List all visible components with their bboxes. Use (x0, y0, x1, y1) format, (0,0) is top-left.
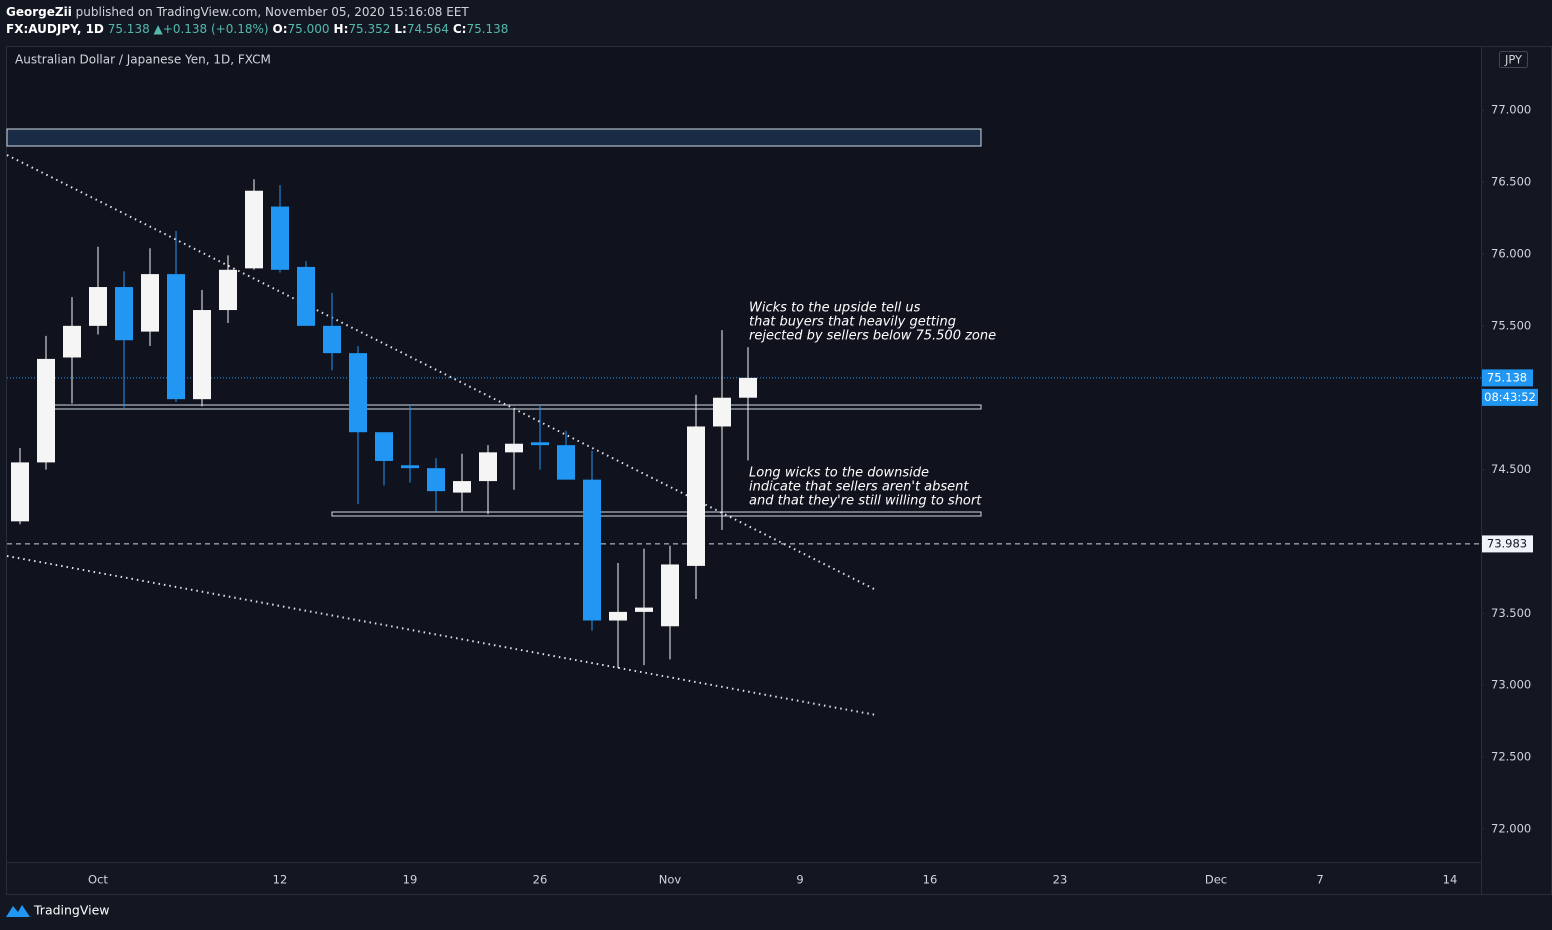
ohlc-value: 74.564 (407, 22, 449, 36)
candle-body (505, 443, 523, 453)
countdown-label: 08:43:52 (1484, 390, 1536, 404)
chart-title: Australian Dollar / Japanese Yen, 1D, FX… (15, 53, 271, 67)
ohlc-value: 75.000 (288, 22, 330, 36)
resistance-zone (6, 128, 982, 147)
ohlc-value: 75.352 (348, 22, 390, 36)
annotation: rejected by sellers below 75.500 zone (749, 329, 996, 344)
candle-body (609, 611, 627, 621)
x-tick-label: 26 (533, 873, 548, 887)
candle-body (349, 353, 367, 433)
candle-body (219, 269, 237, 311)
candle-body (739, 377, 757, 398)
header-line-1: GeorgeZii published on TradingView.com, … (6, 5, 469, 19)
x-tick-label: Nov (659, 873, 682, 887)
candle-body (63, 325, 81, 358)
up-arrow: ▲ (154, 22, 164, 36)
x-tick-label: 14 (1443, 873, 1458, 887)
candle-body (531, 442, 549, 446)
x-tick-label: 16 (923, 873, 938, 887)
y-tick-label: 76.500 (1491, 175, 1531, 189)
candle-body (427, 468, 445, 492)
x-tick-label: Oct (88, 873, 108, 887)
candle-body (453, 481, 471, 493)
published: published on TradingView.com, November 0… (76, 5, 470, 19)
tradingview-logo[interactable]: TradingView (6, 903, 110, 918)
logo-icon (6, 905, 30, 917)
x-tick-label: 23 (1053, 873, 1068, 887)
y-tick-label: 72.000 (1491, 821, 1531, 835)
candle-body (193, 310, 211, 400)
y-tick-label: 77.000 (1491, 103, 1531, 117)
brand: TradingView (33, 903, 110, 918)
y-tick-label: 73.500 (1491, 606, 1531, 620)
candle-body (271, 206, 289, 270)
candle-body (115, 287, 133, 341)
candle-body (635, 607, 653, 612)
annotation: Wicks to the upside tell us (749, 301, 921, 316)
countdown-box (1482, 388, 1538, 406)
candle-body (557, 445, 575, 480)
ohlc-label: L: (394, 22, 406, 36)
price-line-label: 73.983 (1487, 536, 1527, 550)
candle-body (583, 479, 601, 621)
y-tick-label: 75.500 (1491, 318, 1531, 332)
candle-body (11, 462, 29, 522)
ohlc-label: O: (273, 22, 288, 36)
x-tick-label: 19 (403, 873, 418, 887)
candle-body (323, 325, 341, 354)
ohlc-label: H: (334, 22, 349, 36)
candle-body (401, 465, 419, 469)
candle-body (375, 432, 393, 461)
x-tick-label: 9 (796, 873, 803, 887)
trendline (6, 154, 877, 591)
x-tick-label: 12 (273, 873, 288, 887)
candle-body (167, 274, 185, 400)
candle-body (245, 190, 263, 269)
ohlc-value: 75.138 (466, 22, 508, 36)
candle-body (687, 426, 705, 566)
candle-body (89, 287, 107, 326)
plot-area (7, 47, 1481, 862)
y-tick-label: 76.000 (1491, 246, 1531, 260)
price-line-box (1482, 535, 1533, 553)
candle-body (713, 397, 731, 427)
plot-layer: 72.00072.50073.00073.50074.00074.50075.0… (7, 103, 1538, 887)
candle-body (37, 358, 55, 463)
candle-body (297, 266, 315, 326)
currency: JPY (1504, 53, 1523, 67)
y-tick-label: 72.500 (1491, 750, 1531, 764)
annotation: and that they're still willing to short (749, 494, 982, 509)
candle-body (661, 564, 679, 627)
change: +0.138 (+0.18%) (163, 22, 269, 36)
y-tick-label: 74.500 (1491, 462, 1531, 476)
support-line (331, 511, 982, 517)
symbol: FX:AUDJPY, 1D (6, 22, 104, 36)
annotation: that buyers that heavily getting (749, 315, 956, 330)
x-tick-label: 7 (1316, 873, 1323, 887)
annotation: indicate that sellers aren't absent (749, 480, 969, 495)
y-tick-label: 73.000 (1491, 678, 1531, 692)
x-tick-label: Dec (1205, 873, 1227, 887)
annotation: Long wicks to the downside (749, 466, 929, 481)
candle-body (141, 274, 159, 332)
author[interactable]: GeorgeZii (6, 5, 72, 19)
last-price-box (1482, 369, 1533, 387)
ohlc-label: C: (453, 22, 467, 36)
last-price-label: 75.138 (1487, 370, 1527, 384)
candle-body (479, 452, 497, 482)
header-line-2: FX:AUDJPY, 1D 75.138 ▲+0.138 (+0.18%) O:7… (6, 22, 508, 36)
currency-box (1499, 51, 1528, 68)
last-price: 75.138 (108, 22, 150, 36)
